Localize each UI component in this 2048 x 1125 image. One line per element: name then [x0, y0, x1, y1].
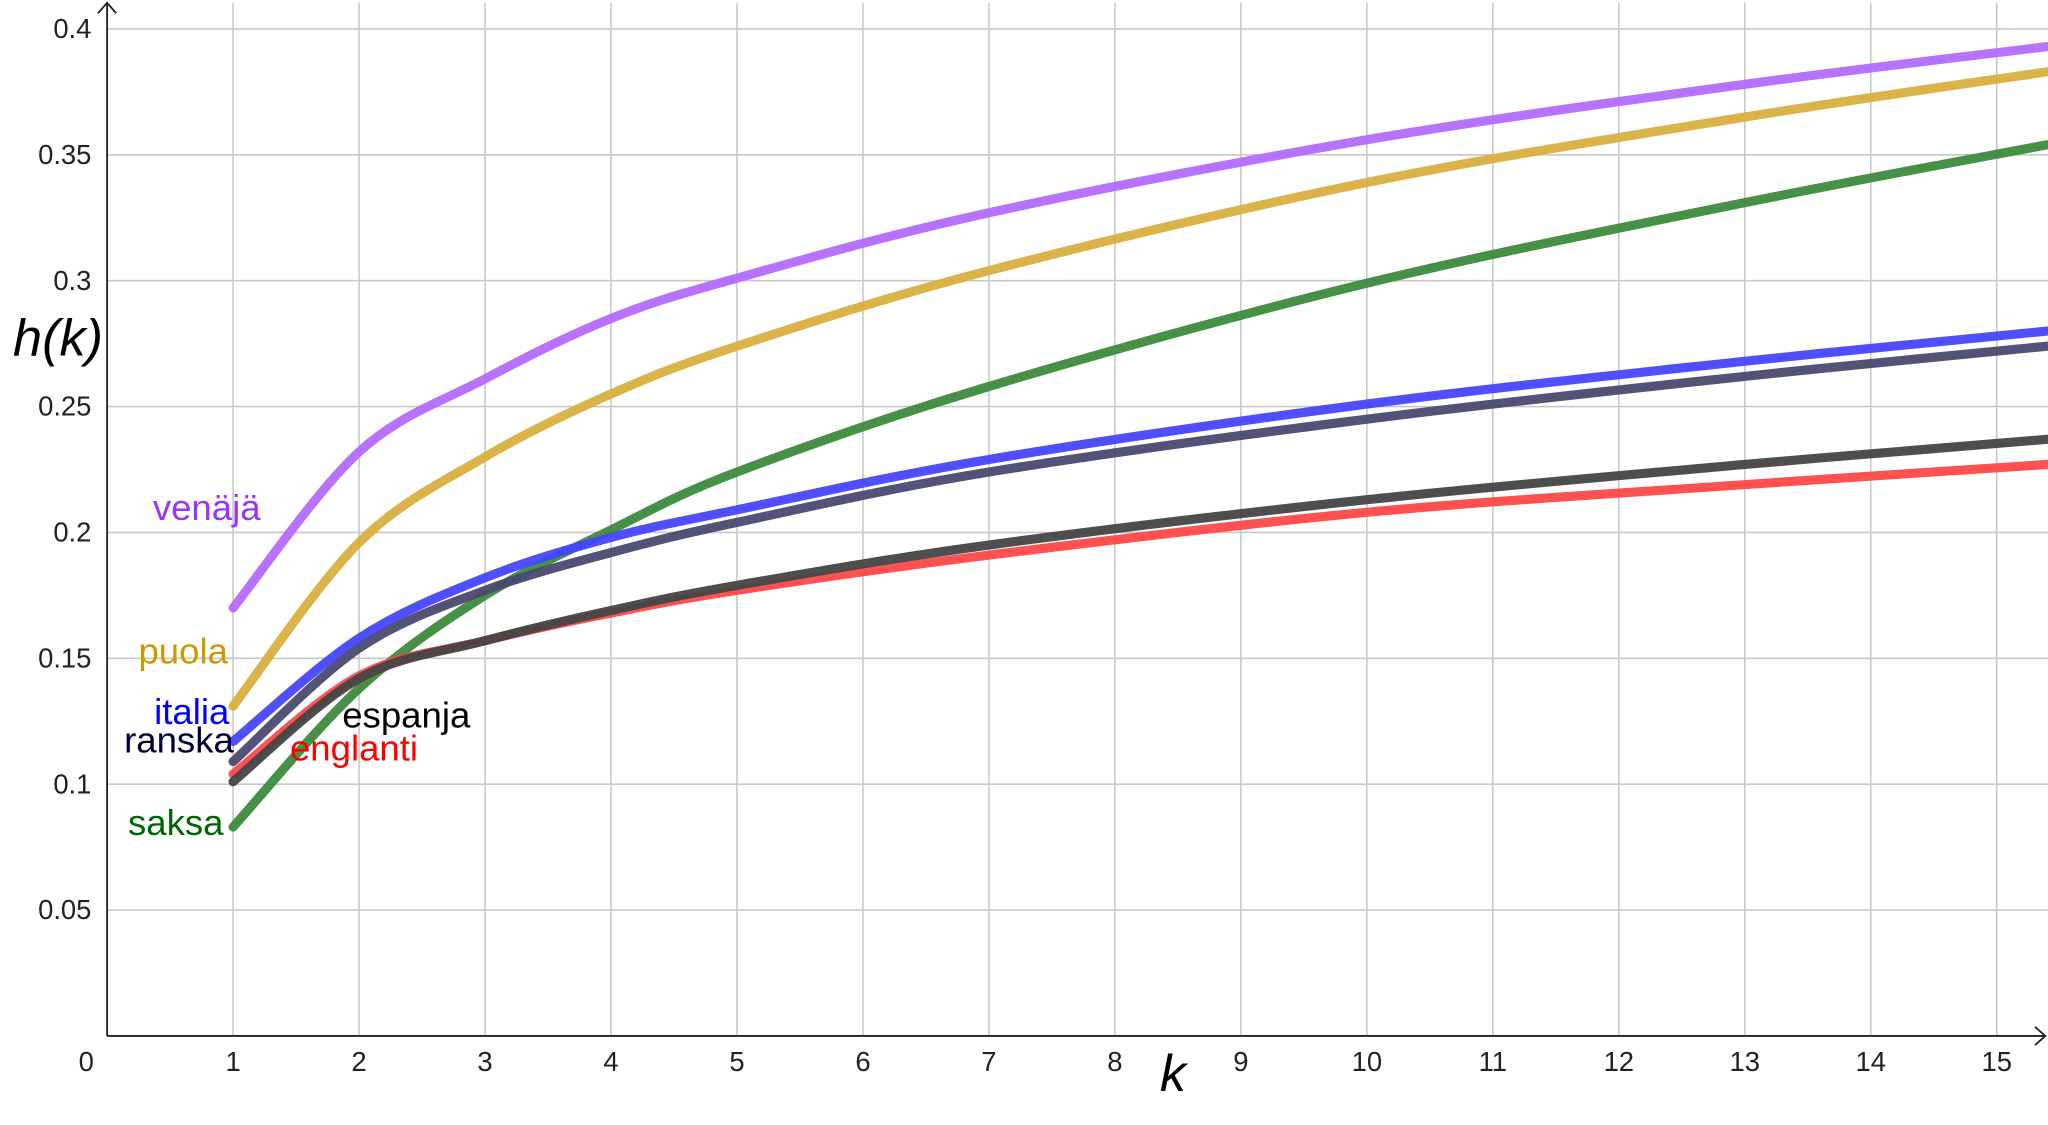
curve-englanti — [228, 459, 2048, 779]
x-tick-label: 14 — [1856, 1046, 1886, 1077]
axes — [97, 1, 2047, 1046]
y-tick-label: 0.4 — [53, 13, 91, 44]
x-tick-label: 6 — [855, 1046, 870, 1077]
x-tick-label: 8 — [1107, 1046, 1122, 1077]
y-tick-label: 0.15 — [38, 642, 91, 673]
x-tick-label: 1 — [225, 1046, 240, 1077]
x-tick-label: 7 — [981, 1046, 996, 1077]
y-tick-label: 0.25 — [38, 391, 91, 422]
x-tick-label: 5 — [729, 1046, 744, 1077]
x-tick-label: 11 — [1479, 1046, 1507, 1077]
x-tick-label: 12 — [1604, 1046, 1634, 1077]
curve-espanja — [228, 434, 2048, 787]
x-tick-label: 4 — [603, 1046, 618, 1077]
x-tick-label: 15 — [1981, 1046, 2011, 1077]
curve-puola — [228, 67, 2048, 711]
y-axis-label: h(k) — [13, 309, 103, 367]
y-tick-label: 0.35 — [38, 139, 91, 170]
series-label-ranska: ranska — [124, 720, 234, 761]
y-axis-arrow — [97, 1, 117, 14]
curves — [228, 42, 2048, 832]
series-label-venäjä: venäjä — [153, 487, 261, 528]
y-tick-label: 0.1 — [53, 768, 91, 799]
x-tick-labels: 0 1 2 3 4 5 6 7 8 9 10 11 12 13 14 15 — [79, 1046, 2012, 1077]
curve-ranska — [228, 341, 2048, 767]
y-tick-label: 0.2 — [53, 517, 91, 548]
series-label-englanti: englanti — [290, 727, 418, 768]
x-tick-label: 9 — [1233, 1046, 1248, 1077]
x-tick-label: 0 — [79, 1046, 94, 1077]
curve-venäjä — [228, 42, 2048, 613]
curve-italia — [228, 326, 2048, 746]
series-label-espanja: espanja — [342, 695, 471, 736]
grid — [107, 2, 2048, 1036]
x-tick-label: 2 — [351, 1046, 366, 1077]
curve-saksa — [228, 140, 2048, 832]
x-tick-label: 3 — [477, 1046, 492, 1077]
y-tick-label: 0.3 — [53, 265, 91, 296]
y-tick-label: 0.05 — [38, 894, 91, 925]
x-tick-label: 10 — [1352, 1046, 1382, 1077]
x-tick-label: 13 — [1730, 1046, 1760, 1077]
x-axis-label: k — [1160, 1045, 1189, 1103]
x-axis-arrow — [2034, 1026, 2047, 1046]
series-label-italia: italia — [154, 691, 230, 732]
series-label-puola: puola — [138, 631, 228, 672]
series-label-saksa: saksa — [128, 802, 224, 843]
y-tick-labels: 0.05 0.1 0.15 0.2 0.25 0.3 0.35 0.4 — [38, 13, 91, 925]
